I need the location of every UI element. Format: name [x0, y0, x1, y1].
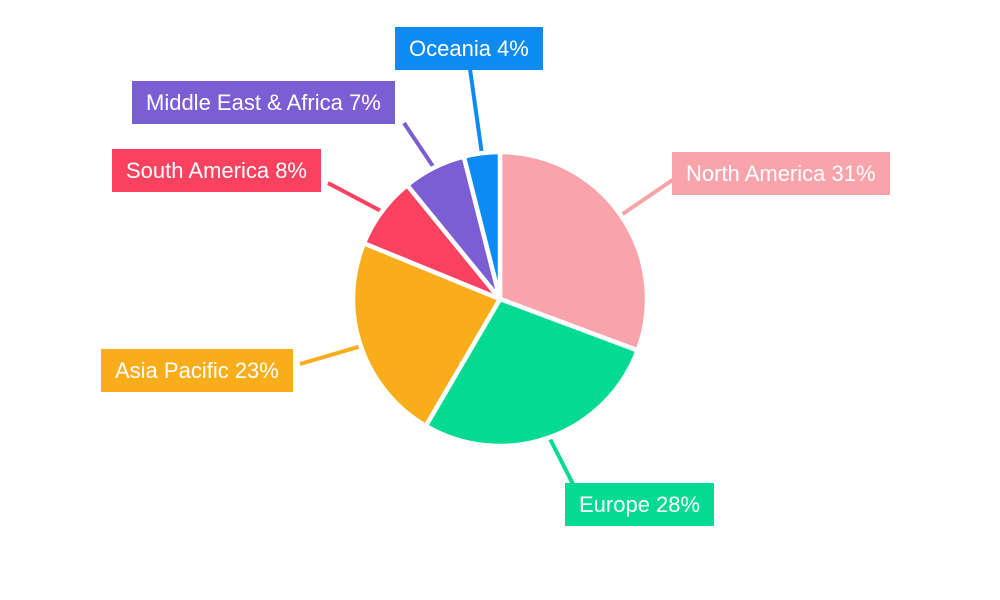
pie-slice-asia-pacific[interactable] [350, 241, 503, 429]
callout-south-america: South America 8% [112, 149, 321, 192]
leader-line-europe [547, 436, 575, 485]
callout-europe: Europe 28% [565, 483, 715, 526]
callout-north-america: North America 31% [672, 152, 890, 195]
leader-line-oceania [468, 68, 484, 154]
callout-middle-east-africa: Middle East & Africa 7% [132, 81, 395, 124]
leader-line-middle-east-africa [402, 121, 436, 169]
pie-slice-north-america[interactable] [497, 149, 650, 353]
leader-line-asia-pacific [299, 344, 362, 366]
callout-oceania: Oceania 4% [395, 27, 543, 70]
leader-line-north-america [619, 177, 676, 217]
pie-slice-oceania[interactable] [461, 149, 503, 302]
leader-line-south-america [327, 181, 383, 214]
callout-asia-pacific: Asia Pacific 23% [101, 349, 293, 392]
